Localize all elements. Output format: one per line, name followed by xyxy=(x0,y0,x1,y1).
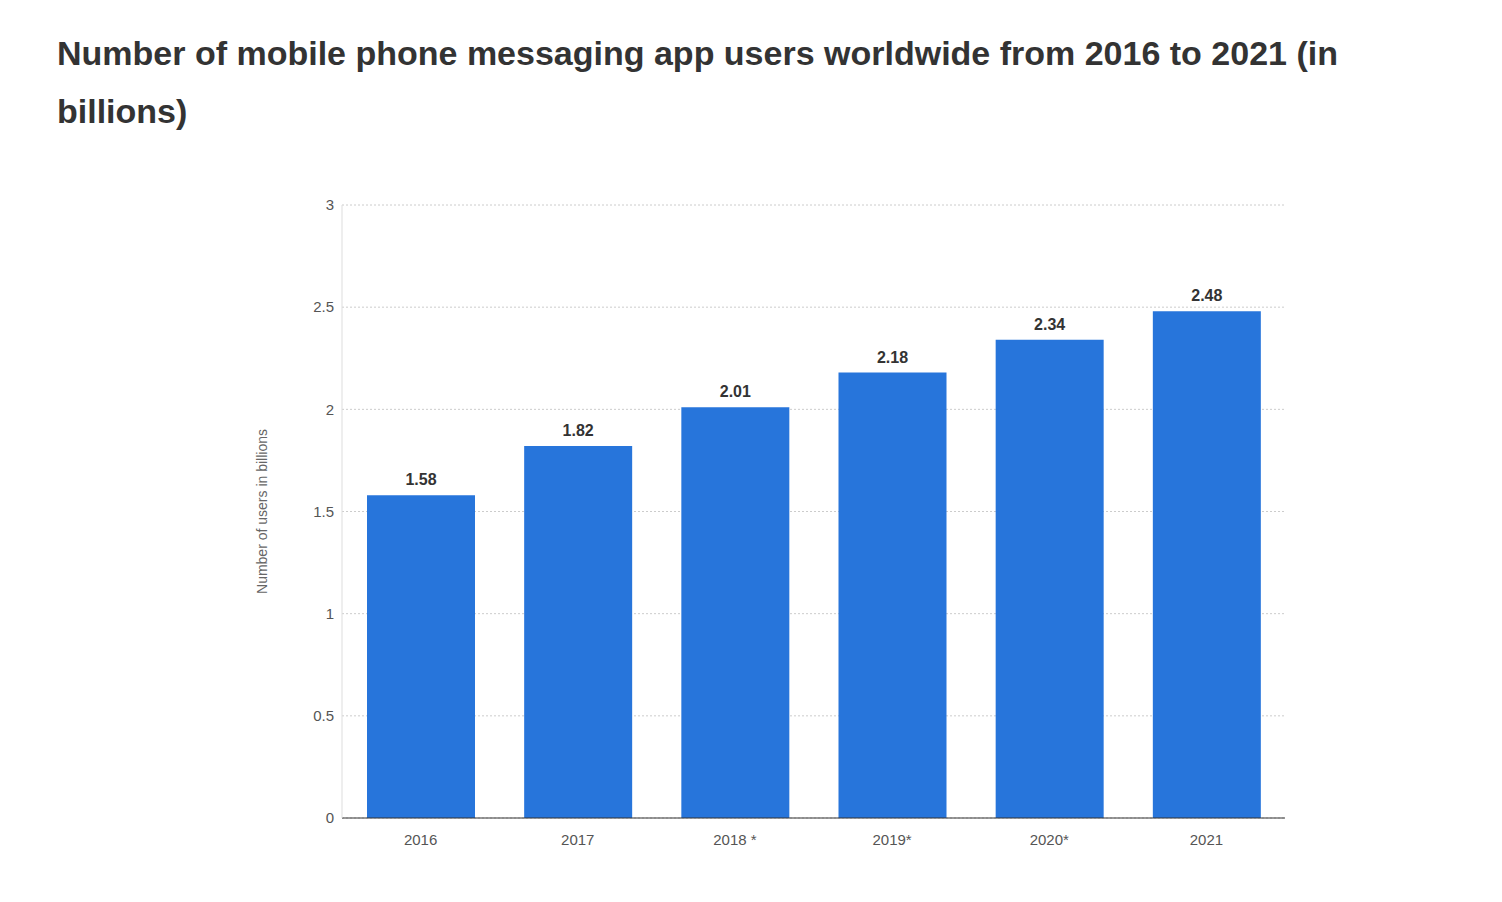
svg-text:0.5: 0.5 xyxy=(313,707,334,724)
html-text:Number of mobile phone messagi: Number of mobile phone messaging app use… xyxy=(57,34,1338,130)
svg-text:2021: 2021 xyxy=(1190,831,1223,848)
svg-text:3: 3 xyxy=(326,196,334,213)
svg-text:2: 2 xyxy=(326,401,334,418)
svg-text:1.5: 1.5 xyxy=(313,503,334,520)
svg-text:1.82: 1.82 xyxy=(563,422,594,439)
svg-text:2020*: 2020* xyxy=(1030,831,1069,848)
svg-text:2.01: 2.01 xyxy=(720,383,751,400)
svg-text:2016: 2016 xyxy=(404,831,437,848)
svg-text:2017: 2017 xyxy=(561,831,594,848)
svg-text:2019*: 2019* xyxy=(872,831,911,848)
svg-text:2.18: 2.18 xyxy=(877,349,908,366)
svg-text:1.58: 1.58 xyxy=(405,471,436,488)
svg-text:1: 1 xyxy=(326,605,334,622)
svg-text:2.34: 2.34 xyxy=(1034,316,1065,333)
svg-text:0: 0 xyxy=(326,809,334,826)
svg-text:Number of users in billions: Number of users in billions xyxy=(254,429,270,594)
svg-text:2.5: 2.5 xyxy=(313,298,334,315)
svg-text:2.48: 2.48 xyxy=(1191,287,1222,304)
svg-text:2018 *: 2018 * xyxy=(713,831,757,848)
